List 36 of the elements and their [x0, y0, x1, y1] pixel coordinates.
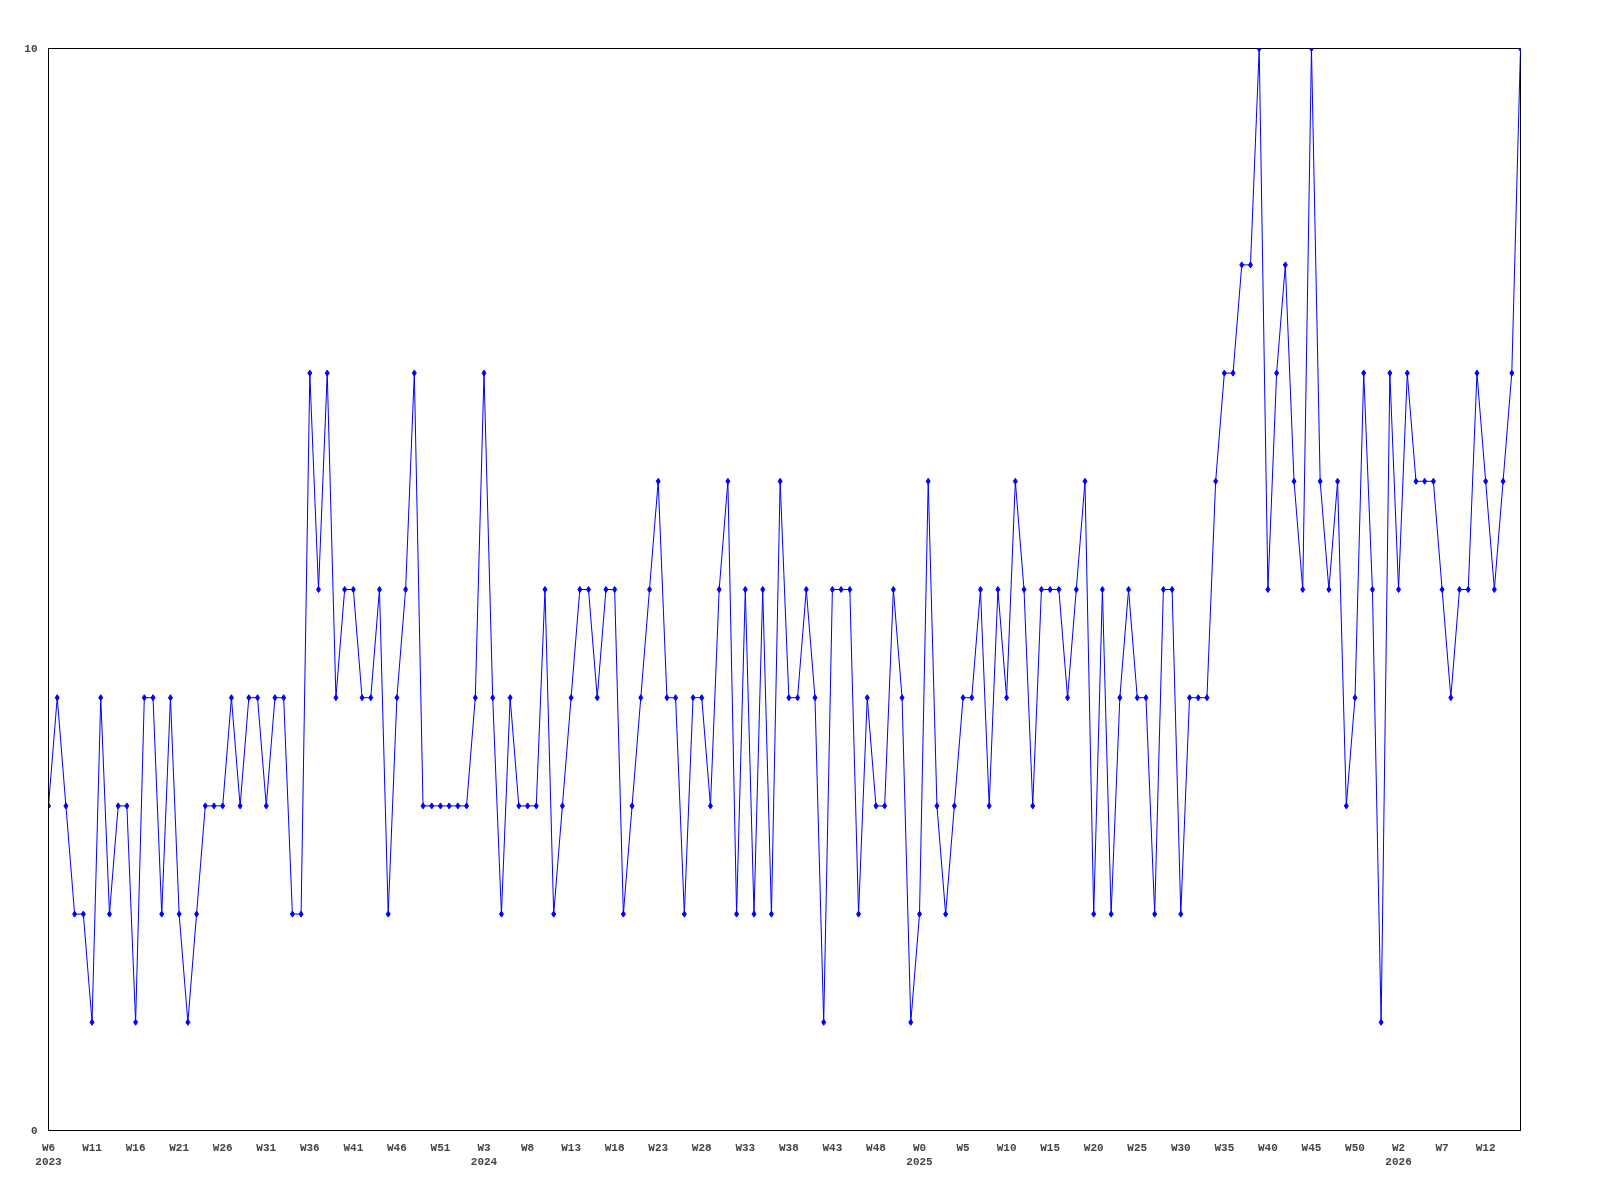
x-tick-label: W20: [1083, 1141, 1104, 1154]
x-tick-label: W21: [169, 1141, 190, 1154]
x-tick-label: W48: [866, 1141, 887, 1154]
x-tick-label: W16: [125, 1141, 146, 1154]
y-tick-label: 0: [30, 1125, 38, 1137]
x-tick-label: W18: [604, 1141, 625, 1154]
x-tick-label: W28: [691, 1141, 713, 1154]
x-tick-label: W0 2025: [906, 1141, 934, 1168]
x-tick-label: W2 2026: [1385, 1141, 1412, 1168]
x-tick-label: W5: [956, 1141, 971, 1154]
x-tick-label: W6 2023: [35, 1141, 63, 1168]
x-tick-label: W30: [1170, 1141, 1191, 1154]
x-tick-label: W45: [1301, 1141, 1322, 1154]
x-tick-label: W46: [387, 1141, 407, 1154]
x-tick-label: W7: [1435, 1141, 1449, 1154]
x-tick-label: W33: [735, 1141, 756, 1154]
x-tick-label: W25: [1127, 1141, 1148, 1154]
x-tick-label: W13: [561, 1141, 582, 1154]
x-tick-label: W8: [520, 1141, 535, 1154]
x-tick-label: W3 2024: [470, 1141, 498, 1168]
x-tick-label: W10: [996, 1141, 1017, 1154]
x-tick-label: W12: [1475, 1141, 1496, 1154]
x-tick-label: W23: [648, 1141, 669, 1154]
x-tick-label: W26: [212, 1141, 233, 1154]
x-tick-label: W36: [299, 1141, 320, 1154]
x-tick-label: W50: [1345, 1141, 1365, 1154]
x-tick-label: W51: [430, 1141, 451, 1154]
x-tick-label: W38: [778, 1141, 800, 1154]
x-tick-label: W40: [1258, 1141, 1278, 1154]
x-tick-label: W31: [256, 1141, 277, 1154]
x-tick-label: W11: [82, 1141, 103, 1154]
y-tick-label: 10: [24, 43, 38, 55]
x-tick-label: W41: [343, 1141, 364, 1154]
x-tick-label: W15: [1040, 1141, 1061, 1154]
x-tick-label: W43: [822, 1141, 843, 1154]
x-tick-label: W35: [1214, 1141, 1235, 1154]
